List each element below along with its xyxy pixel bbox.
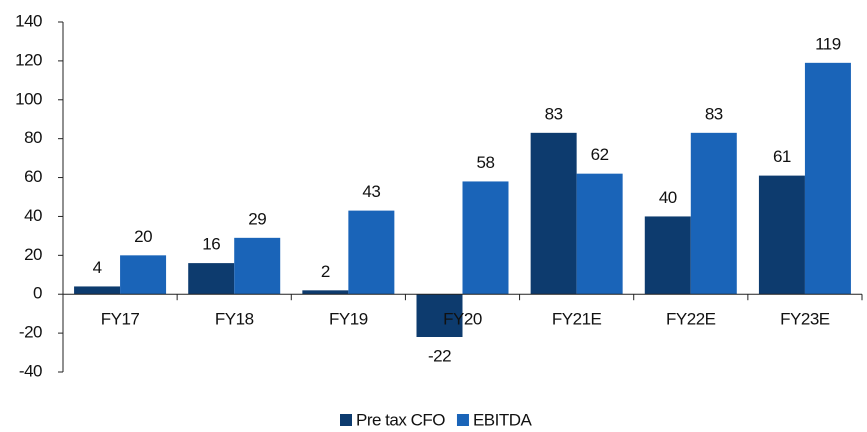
legend-swatch xyxy=(340,414,352,426)
bar xyxy=(644,216,691,295)
bar xyxy=(74,286,121,295)
y-tick-label: 60 xyxy=(24,167,42,186)
data-label: 16 xyxy=(202,235,220,254)
data-label: 2 xyxy=(321,262,330,281)
bar xyxy=(576,173,623,295)
legend-swatch xyxy=(456,414,469,426)
y-tick-label: 0 xyxy=(33,284,42,303)
data-label: 40 xyxy=(659,188,677,207)
y-tick-label: -20 xyxy=(19,323,42,342)
data-label: 4 xyxy=(93,258,102,277)
data-label: 58 xyxy=(477,153,495,172)
data-label: 83 xyxy=(705,104,723,123)
bar xyxy=(804,62,851,295)
x-tick-label: FY20 xyxy=(443,309,482,328)
x-tick-label: FY21E xyxy=(552,309,602,328)
y-tick-label: 100 xyxy=(15,89,42,108)
y-tick-label: 20 xyxy=(24,245,42,264)
bar xyxy=(188,263,235,295)
data-label: -22 xyxy=(428,346,451,365)
y-tick-label: -40 xyxy=(19,361,42,380)
x-tick-label: FY23E xyxy=(780,309,830,328)
x-tick-label: FY22E xyxy=(666,309,716,328)
bar xyxy=(120,255,167,295)
data-label: 29 xyxy=(248,209,266,228)
legend-label: EBITDA xyxy=(473,410,533,429)
bar xyxy=(416,294,463,337)
data-label: 83 xyxy=(545,104,563,123)
bar xyxy=(302,290,349,295)
y-tick-label: 120 xyxy=(15,50,42,69)
data-label: 43 xyxy=(362,182,380,201)
data-label: 119 xyxy=(815,34,841,53)
bar xyxy=(758,175,805,295)
data-label: 62 xyxy=(591,145,609,164)
bar xyxy=(348,210,395,295)
bar xyxy=(690,132,737,295)
data-label: 61 xyxy=(773,147,791,166)
bar xyxy=(234,237,281,295)
bar xyxy=(462,181,509,295)
y-tick-label: 40 xyxy=(24,206,42,225)
x-tick-label: FY19 xyxy=(329,309,368,328)
legend-label: Pre tax CFO xyxy=(356,410,445,429)
x-tick-label: FY18 xyxy=(215,309,254,328)
y-tick-label: 140 xyxy=(15,11,42,30)
y-tick-label: 80 xyxy=(24,128,42,147)
x-tick-label: FY17 xyxy=(101,309,140,328)
data-label: 20 xyxy=(134,227,152,246)
bar xyxy=(530,132,577,295)
